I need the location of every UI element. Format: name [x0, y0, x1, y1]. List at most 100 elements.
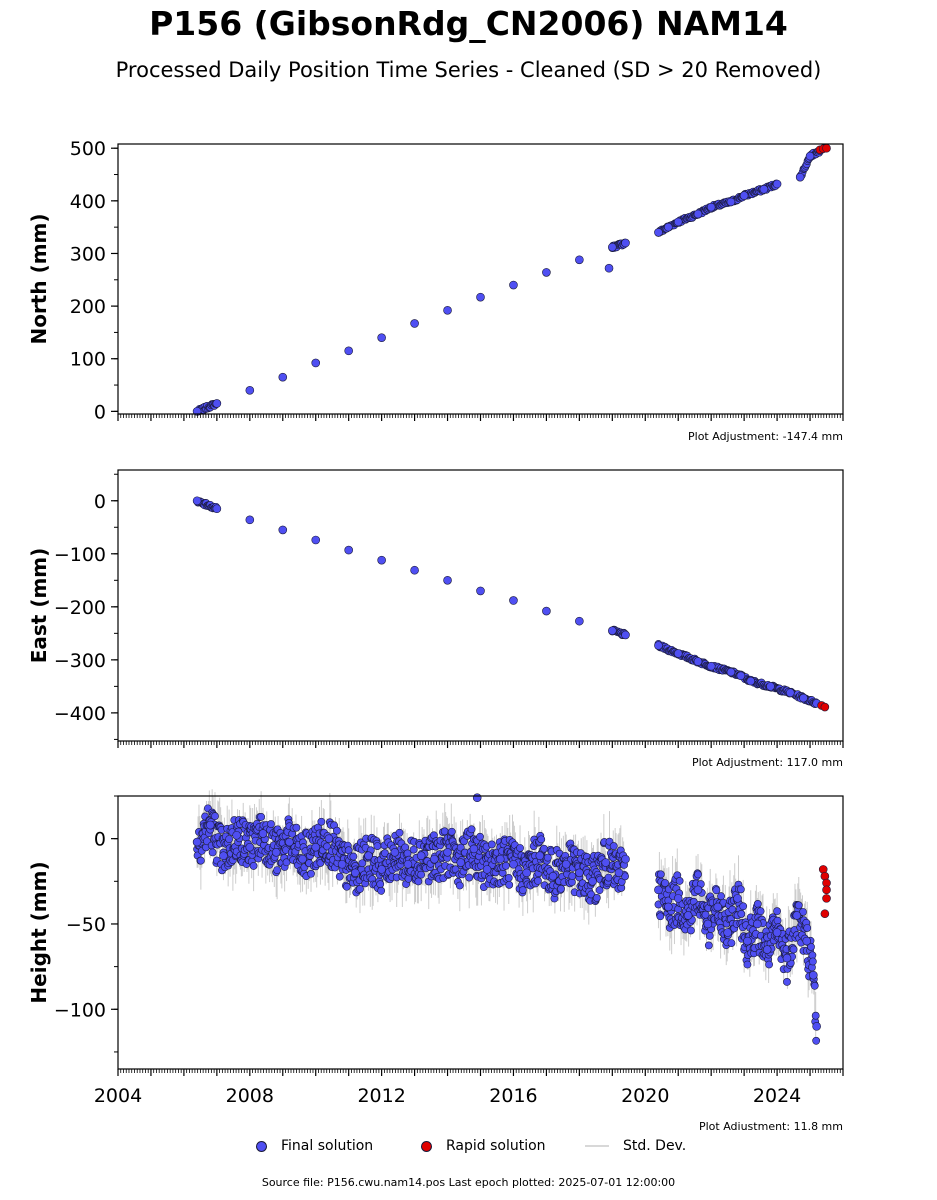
final-solution-point	[654, 885, 663, 895]
page-subtitle: Processed Daily Position Time Series - C…	[115, 58, 822, 82]
final-solution-point	[403, 859, 413, 869]
final-solution-point	[654, 228, 663, 237]
rapid-solution-point	[822, 143, 831, 153]
final-solution-point	[683, 911, 693, 920]
final-solution-point	[808, 957, 817, 966]
final-solution-point	[298, 854, 307, 864]
final-solution-point	[601, 858, 611, 867]
y-tick-label: −300	[54, 650, 106, 672]
final-solution-cloud	[193, 497, 820, 708]
final-solution-point	[273, 866, 282, 875]
final-solution-point	[675, 877, 684, 885]
final-solution-point	[795, 172, 805, 182]
final-solution-point	[267, 820, 275, 828]
final-solution-point	[196, 856, 205, 865]
plot-frame	[117, 469, 844, 742]
final-solution-point	[469, 844, 479, 854]
final-solution-point	[759, 184, 769, 194]
final-solution-point	[395, 828, 404, 837]
final-solution-point	[258, 829, 268, 838]
final-solution-point	[575, 616, 584, 626]
final-solution-point	[621, 238, 630, 248]
final-solution-point	[726, 197, 736, 207]
x-tick-label: 2016	[489, 1085, 537, 1107]
final-solution-point	[803, 924, 812, 932]
y-tick-label: −50	[66, 914, 106, 936]
final-solution-point	[317, 817, 326, 826]
final-solution-point	[812, 1022, 821, 1031]
final-solution-point	[509, 596, 518, 605]
final-solution-point	[542, 606, 551, 616]
final-solution-point	[516, 844, 524, 852]
final-solution-point	[467, 825, 476, 834]
final-solution-point	[621, 630, 630, 640]
final-solution-point	[726, 667, 736, 677]
final-solution-point	[608, 242, 617, 252]
final-solution-point	[335, 872, 344, 881]
final-solution-point	[656, 870, 665, 879]
final-solution-point	[542, 268, 551, 277]
final-solution-point	[219, 851, 228, 861]
final-solution-point	[614, 868, 624, 878]
final-solution-point	[773, 907, 781, 916]
final-solution-point	[654, 641, 663, 650]
final-solution-point	[739, 902, 748, 911]
final-solution-point	[232, 830, 241, 840]
final-solution-point	[587, 890, 596, 899]
final-solution-point	[518, 886, 527, 895]
final-solution-point	[717, 892, 725, 901]
x-tick-label: 2024	[753, 1085, 801, 1107]
y-tick-label: 0	[94, 829, 106, 851]
final-solution-point	[664, 902, 673, 912]
final-solution-point	[205, 820, 215, 830]
legend-item-final: Final solution	[256, 1138, 373, 1154]
final-solution-point	[249, 862, 258, 870]
y-tick-label: 500	[70, 138, 106, 160]
final-solution-point	[416, 851, 426, 861]
final-solution-point	[540, 844, 548, 853]
final-solution-point	[592, 894, 601, 902]
final-solution-point	[482, 865, 492, 874]
final-solution-point	[381, 849, 389, 858]
final-solution-point	[595, 886, 604, 895]
final-solution-point	[534, 876, 542, 885]
final-solution-point	[465, 873, 474, 882]
final-solution-point	[673, 894, 683, 903]
final-solution-point	[285, 837, 294, 847]
final-solution-point	[245, 386, 255, 395]
std-dev-line-icon	[585, 1145, 609, 1147]
final-solution-point	[712, 886, 721, 895]
std-dev-bars	[196, 497, 816, 707]
final-solution-point	[661, 879, 669, 887]
final-solution-marker-icon	[256, 1140, 267, 1152]
final-solution-point	[772, 179, 782, 189]
x-tick-label: 2008	[226, 1085, 274, 1107]
final-solution-point	[703, 919, 713, 929]
final-solution-point	[568, 872, 577, 880]
final-solution-point	[794, 901, 803, 910]
final-solution-point	[404, 874, 413, 883]
final-solution-point	[350, 868, 360, 878]
final-solution-point	[278, 525, 288, 535]
final-solution-point	[456, 843, 465, 852]
final-solution-point	[311, 535, 321, 545]
final-solution-point	[373, 842, 382, 851]
legend-item-rapid: Rapid solution	[421, 1138, 546, 1154]
page-title: P156 (GibsonRdg_CN2006) NAM14	[149, 4, 788, 43]
y-tick-label: 200	[70, 296, 106, 318]
final-solution-point	[762, 945, 772, 954]
final-solution-point	[278, 372, 288, 382]
final-solution-point	[377, 555, 386, 565]
final-solution-point	[356, 885, 364, 893]
final-solution-point	[208, 848, 217, 857]
final-solution-point	[687, 926, 695, 935]
final-solution-point	[805, 151, 815, 161]
final-solution-point	[333, 826, 341, 835]
final-solution-point	[344, 545, 353, 555]
final-solution-point	[522, 868, 531, 878]
final-solution-point	[376, 880, 385, 889]
final-solution-point	[472, 793, 482, 803]
final-solution-point	[323, 842, 331, 851]
final-solution-point	[802, 936, 812, 946]
final-solution-point	[292, 823, 301, 832]
